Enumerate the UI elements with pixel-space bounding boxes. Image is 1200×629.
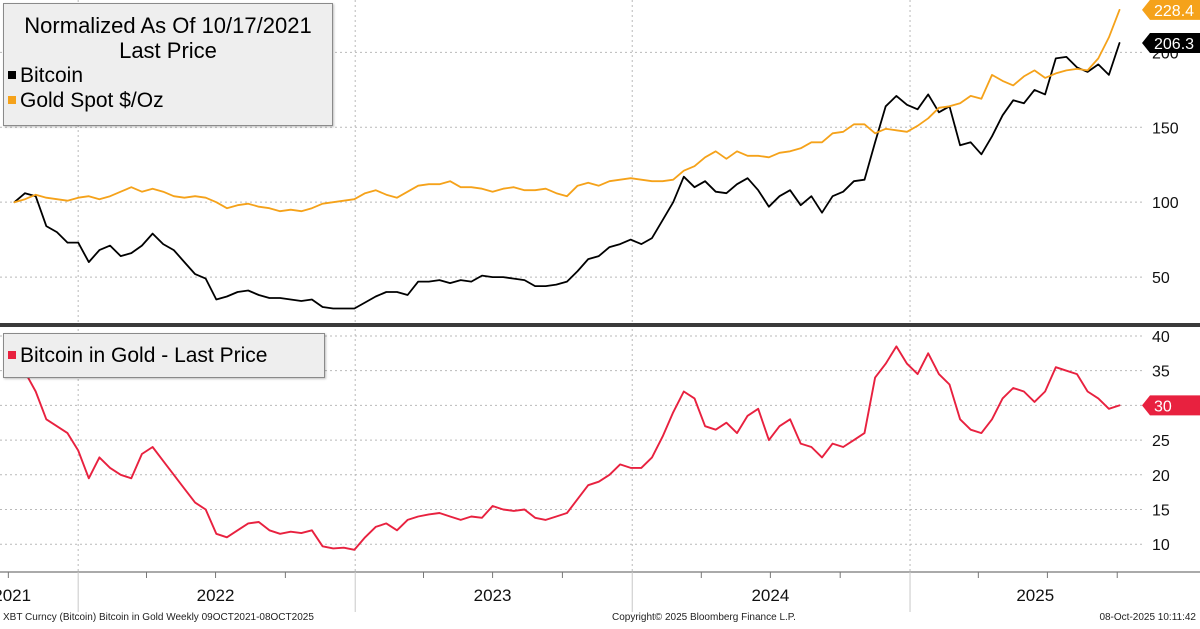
top-legend: Normalized As Of 10/17/2021 Last Price B… [3,3,333,126]
legend-label-bitcoin: Bitcoin [20,64,84,87]
x-year-label-2021: 2021 [0,586,31,605]
x-year-label-2024: 2024 [751,586,789,605]
footer-timestamp: 08-Oct-2025 10:11:42 [1099,612,1196,623]
top-last-value-label-1: 228.4 [1154,3,1194,20]
bottom-series-line-0 [13,345,1121,551]
top-series-line-0 [13,42,1121,310]
top-last-value-label-0: 206.3 [1154,36,1194,53]
legend-item-bitcoin-in-gold: Bitcoin in Gold - Last Price [4,343,324,368]
legend-item-bitcoin: Bitcoin [4,63,332,88]
bottom-y-tick-label-20: 20 [1152,468,1170,485]
top-y-tick-label-100: 100 [1152,195,1179,212]
last-value-labels: 206.3 228.4 30 [1142,0,1200,416]
bottom-panel-series [13,345,1121,551]
chart-subtitle: Last Price [119,38,217,63]
bottom-last-value-label-0: 30 [1154,398,1172,415]
x-axis: 2021 2022 2023 2024 2025 [0,572,1118,612]
bottom-legend: Bitcoin in Gold - Last Price [3,333,325,378]
bottom-y-tick-label-15: 15 [1152,503,1170,520]
footer-source: XBT Curncy (Bitcoin) Bitcoin in Gold Wee… [3,612,314,623]
x-year-label-2022: 2022 [197,586,235,605]
bottom-y-tick-label-10: 10 [1152,537,1170,554]
top-y-tick-label-150: 150 [1152,120,1179,137]
legend-swatch-bitcoin [8,70,16,79]
bottom-y-tick-label-25: 25 [1152,433,1170,450]
footer-copyright: Copyright© 2025 Bloomberg Finance L.P. [612,612,796,623]
top-last-value-tag-0 [1142,32,1200,53]
legend-label-gold: Gold Spot $/Oz [20,89,164,112]
bottom-y-tick-label-35: 35 [1152,364,1170,381]
x-year-label-2023: 2023 [474,586,512,605]
legend-label-bitcoin-in-gold: Bitcoin in Gold - Last Price [20,344,268,367]
top-last-value-tag-1 [1142,0,1200,20]
legend-item-gold: Gold Spot $/Oz [4,88,332,113]
top-series-line-1 [13,8,1121,213]
bottom-last-value-tag-0 [1142,395,1200,416]
top-y-tick-label-50: 50 [1152,270,1170,287]
legend-swatch-bitcoin-in-gold [8,350,16,359]
bottom-y-tick-label-40: 40 [1152,329,1170,346]
top-panel-series [13,8,1121,310]
legend-swatch-gold [8,95,16,104]
chart-title: Normalized As Of 10/17/2021 [24,13,312,38]
x-year-label-2025: 2025 [1016,586,1054,605]
